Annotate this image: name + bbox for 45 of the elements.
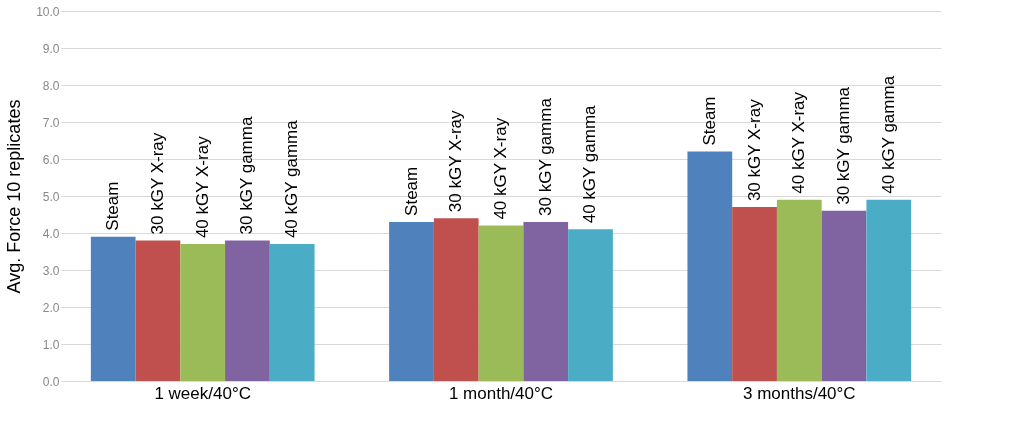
y-tick-label: 5.0	[42, 189, 60, 204]
y-axis-title: Avg. Force 10 replicates	[4, 99, 25, 294]
y-tick-label: 2.0	[42, 300, 60, 315]
y-tick-label: 7.0	[42, 115, 60, 130]
bar	[90, 236, 136, 381]
x-tick-label: 1 month/40°C	[448, 383, 554, 403]
bar	[389, 221, 434, 381]
bar	[225, 240, 270, 381]
y-tick-label: 0.0	[42, 374, 60, 389]
x-tick-label: 3 months/40°C	[742, 383, 856, 403]
text: 40 kGY X-ray	[491, 117, 510, 220]
text: 40 kGY X-ray	[192, 135, 212, 239]
y-tick-label: 8.0	[42, 78, 60, 93]
y-tick-label: 4.0	[42, 226, 60, 241]
text: 40 kGY gamma	[580, 105, 600, 224]
text: 30 kGY gamma	[237, 116, 257, 235]
bar	[433, 218, 479, 381]
text: Steam	[401, 166, 421, 216]
y-tick-label: 3.0	[42, 263, 60, 278]
bar	[180, 244, 226, 381]
text: 30 kGY X-ray	[744, 99, 764, 202]
x-tick-label: 1 week/40°C	[154, 383, 251, 403]
text: 30 kGY gamma	[834, 87, 854, 205]
y-tick-label: 6.0	[42, 152, 60, 167]
text: 40 kGY gamma	[878, 75, 898, 194]
y-tick-label: 9.0	[42, 41, 60, 56]
y-tick-label: 10.0	[36, 4, 60, 19]
bar	[568, 229, 613, 381]
bar	[776, 199, 822, 381]
bar	[269, 244, 315, 381]
bar	[687, 151, 733, 381]
text: 30 kGY gamma	[535, 98, 555, 216]
text: 30 kGY X-ray	[147, 132, 167, 235]
text: 40 kGY gamma	[282, 119, 302, 239]
text: Steam	[103, 181, 123, 231]
text: 40 kGY X-ray	[789, 91, 809, 194]
text: 30 kGY X-ray	[446, 110, 466, 213]
bar	[732, 207, 777, 381]
text: Steam	[699, 96, 719, 146]
bar	[821, 210, 867, 381]
bar	[478, 225, 524, 381]
bar	[523, 221, 569, 381]
bar	[135, 240, 181, 381]
bar	[866, 199, 912, 381]
y-tick-label: 1.0	[42, 337, 60, 352]
